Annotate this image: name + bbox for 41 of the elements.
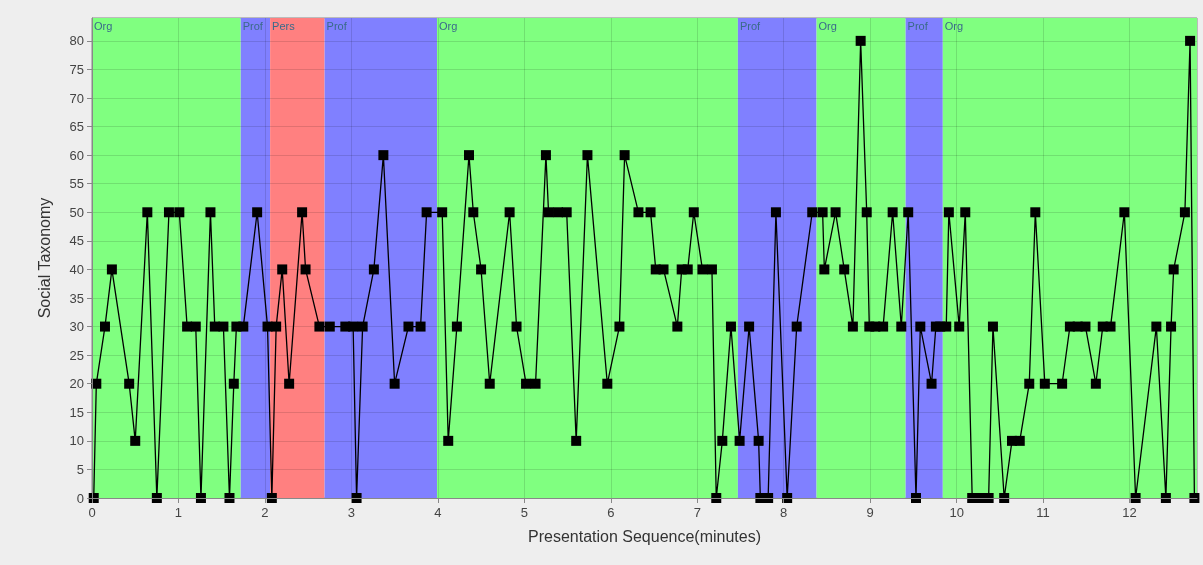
band-label: Prof [326, 19, 348, 32]
x-tick-label: 3 [347, 505, 356, 520]
band-label: Org [94, 19, 113, 32]
band-label: Prof [739, 19, 761, 32]
x-tick-label: 4 [434, 505, 442, 520]
y-tick-label: 25 [69, 347, 84, 363]
x-tick-label: 5 [520, 505, 528, 520]
x-tick-label: 11 [1036, 505, 1050, 520]
y-tick-label: 70 [69, 90, 84, 106]
x-tick-label: 8 [780, 505, 788, 520]
x-tick-label: 0 [88, 505, 96, 520]
band-label: Org [818, 19, 837, 32]
y-tick-label: 20 [69, 376, 84, 392]
y-tick-label: 40 [69, 261, 84, 277]
x-tick-label: 7 [693, 505, 701, 520]
y-tick-label: 30 [69, 319, 84, 335]
y-tick-label: 15 [69, 404, 84, 420]
x-tick-label: 1 [174, 505, 183, 520]
x-axis-title: Presentation Sequence(minutes) [527, 527, 762, 545]
y-tick-label: 50 [69, 204, 84, 220]
x-tick-label: 10 [949, 505, 964, 520]
y-tick-label: 60 [69, 147, 84, 163]
y-tick-label: 5 [76, 461, 84, 477]
x-tick-label: 12 [1122, 505, 1137, 520]
band-label: Pers [272, 19, 296, 32]
y-tick-label: 10 [69, 433, 84, 449]
x-tick-label: 9 [866, 505, 874, 520]
y-tick-label: 35 [69, 290, 84, 306]
y-tick-label: 75 [69, 61, 84, 77]
band-label: Org [438, 19, 458, 32]
y-tick-label: 65 [69, 119, 84, 135]
y-tick-label: 0 [76, 490, 84, 506]
y-axis-title: Social Taxonomy [35, 197, 53, 319]
band-label: Prof [907, 19, 929, 32]
x-tick-label: 2 [261, 505, 269, 520]
band-label: Prof [242, 19, 264, 32]
y-tick-label: 45 [69, 233, 84, 249]
x-tick-label: 6 [607, 505, 615, 520]
y-tick-label: 55 [69, 176, 84, 192]
y-tick-label: 80 [69, 33, 84, 49]
band-label: Org [944, 19, 964, 32]
